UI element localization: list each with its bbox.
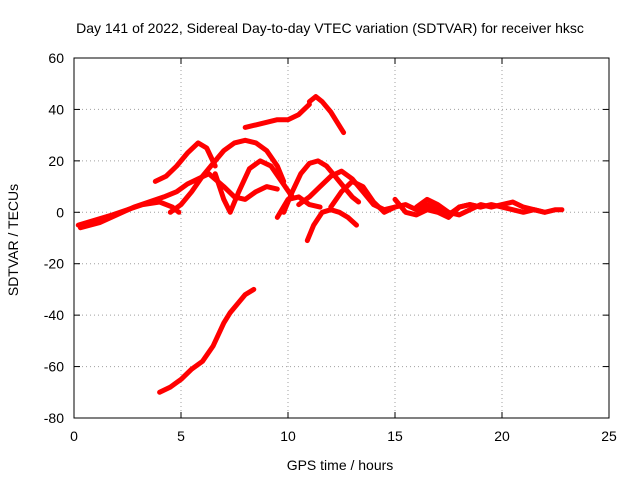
chart-title: Day 141 of 2022, Sidereal Day-to-day VTE… xyxy=(76,20,584,36)
series-line-s5 xyxy=(212,158,295,215)
series-layer xyxy=(75,94,565,395)
x-tick-label: 15 xyxy=(387,428,403,444)
series-line-s7 xyxy=(306,94,347,136)
grid-layer xyxy=(74,58,609,418)
series-line-s4 xyxy=(167,137,287,215)
series-line-s1 xyxy=(75,199,182,228)
y-tick-label: 0 xyxy=(56,204,64,220)
series-line-s15 xyxy=(157,286,257,395)
series-line-s14 xyxy=(413,196,548,218)
x-tick-label: 10 xyxy=(280,428,296,444)
series-line-s10 xyxy=(304,207,359,244)
y-tick-label: -40 xyxy=(44,307,64,323)
y-tick-label: 20 xyxy=(48,153,64,169)
plot-frame xyxy=(73,57,610,419)
x-axis-label: GPS time / hours xyxy=(287,457,394,473)
series-line-s11 xyxy=(274,194,323,220)
series-line-s8 xyxy=(281,158,362,215)
x-tick-label: 20 xyxy=(494,428,510,444)
series-line-s2 xyxy=(77,171,280,231)
series-line-s6 xyxy=(242,101,312,130)
y-tick-label: -80 xyxy=(44,410,64,426)
y-tick-label: -60 xyxy=(44,359,64,375)
y-tick-label: -20 xyxy=(44,256,64,272)
y-tick-label: 40 xyxy=(48,101,64,117)
series-line-s3 xyxy=(152,140,218,184)
x-tick-label: 25 xyxy=(601,428,617,444)
x-tick-label: 0 xyxy=(70,428,78,444)
tick-layer: 0 5 10 15 20 25 -80 -60 -40 -20 0 20 40 60 xyxy=(44,50,617,444)
x-tick-label: 5 xyxy=(177,428,185,444)
y-tick-label: 60 xyxy=(48,50,64,66)
y-axis-label: SDTVAR / TECUs xyxy=(5,184,21,296)
